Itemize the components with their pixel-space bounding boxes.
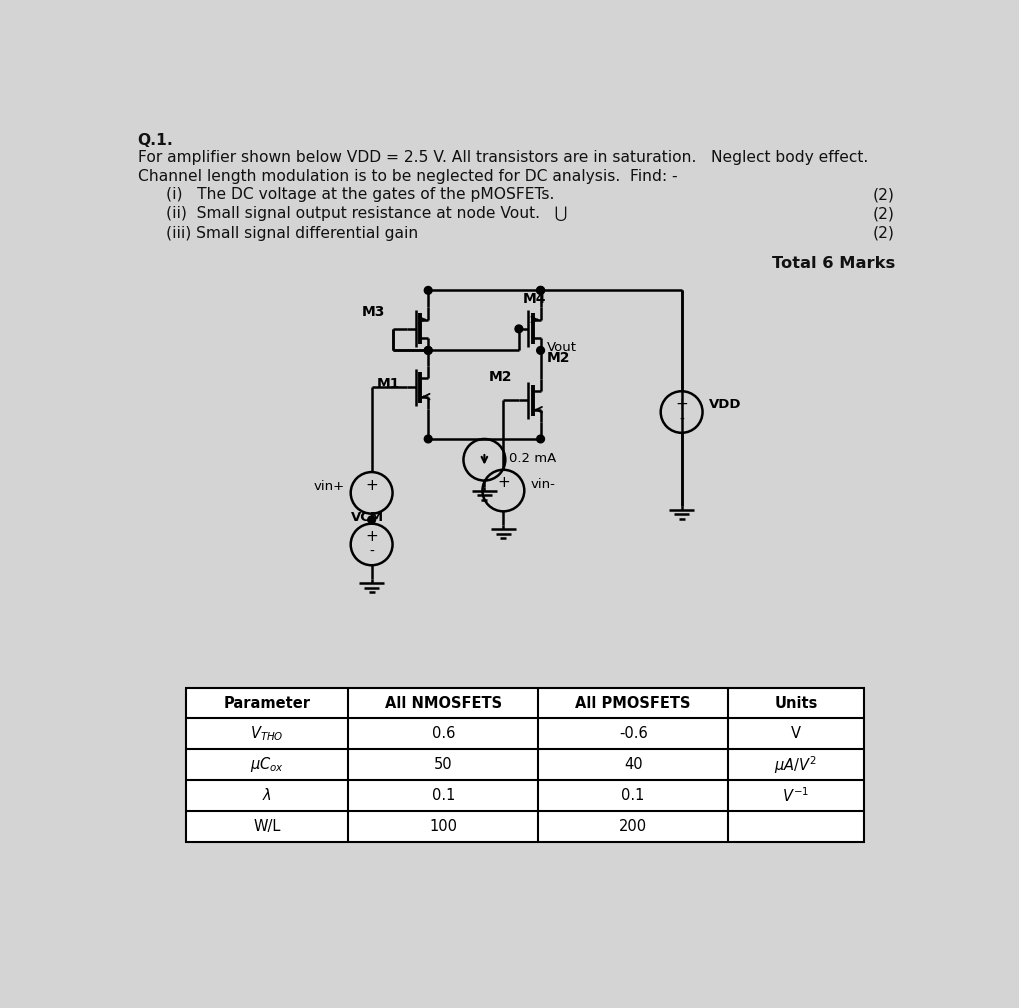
Text: 200: 200	[619, 818, 647, 834]
Text: +: +	[365, 529, 378, 544]
Circle shape	[424, 286, 432, 294]
Text: (2): (2)	[872, 187, 894, 203]
Text: All PMOSFETS: All PMOSFETS	[575, 696, 690, 711]
Circle shape	[536, 286, 544, 294]
Text: 100: 100	[429, 818, 457, 834]
Text: 0.1: 0.1	[621, 788, 644, 803]
Text: M3: M3	[361, 305, 384, 319]
Bar	[185, 687, 863, 842]
Text: W/L: W/L	[253, 818, 280, 834]
Circle shape	[424, 347, 432, 354]
Text: (2): (2)	[872, 207, 894, 222]
Text: 50: 50	[433, 757, 452, 772]
Text: $\mu A/V^2$: $\mu A/V^2$	[773, 754, 816, 775]
Text: $V^{-1}$: $V^{-1}$	[782, 786, 809, 804]
Text: vin-: vin-	[530, 478, 554, 491]
Text: V: V	[790, 727, 800, 741]
Text: Vout: Vout	[546, 341, 576, 354]
Text: M4: M4	[523, 291, 546, 305]
Circle shape	[515, 325, 523, 333]
Circle shape	[536, 347, 544, 354]
Text: (iii) Small signal differential gain: (iii) Small signal differential gain	[166, 226, 418, 241]
Text: Channel length modulation is to be neglected for DC analysis.  Find: -: Channel length modulation is to be negle…	[138, 168, 677, 183]
Text: M2: M2	[489, 370, 513, 384]
Text: Units: Units	[773, 696, 817, 711]
Text: M2: M2	[546, 351, 570, 365]
Text: +: +	[365, 478, 378, 493]
Text: Q.1.: Q.1.	[138, 133, 173, 148]
Circle shape	[368, 516, 375, 524]
Text: M1: M1	[376, 377, 399, 390]
Text: Parameter: Parameter	[223, 696, 310, 711]
Text: $\mu C_{ox}$: $\mu C_{ox}$	[250, 755, 283, 774]
Text: VCM: VCM	[351, 511, 384, 524]
Text: For amplifier shown below VDD = 2.5 V. All transistors are in saturation.   Negl: For amplifier shown below VDD = 2.5 V. A…	[138, 150, 867, 165]
Text: 0.1: 0.1	[431, 788, 454, 803]
Text: VDD: VDD	[708, 398, 741, 411]
Text: vin+: vin+	[313, 480, 344, 493]
Text: All NMOSFETS: All NMOSFETS	[384, 696, 501, 711]
Circle shape	[424, 435, 432, 443]
Text: $\lambda$: $\lambda$	[262, 787, 272, 803]
Circle shape	[536, 435, 544, 443]
Text: (i)   The DC voltage at the gates of the pMOSFETs.: (i) The DC voltage at the gates of the p…	[166, 187, 554, 203]
Text: 40: 40	[624, 757, 642, 772]
Text: +: +	[675, 397, 688, 412]
Text: 0.2 mA: 0.2 mA	[508, 452, 556, 465]
Text: 0.6: 0.6	[431, 727, 454, 741]
Text: +: +	[496, 476, 510, 490]
Circle shape	[424, 347, 432, 354]
Text: -: -	[679, 412, 684, 426]
Text: (ii)  Small signal output resistance at node Vout.   ⋃: (ii) Small signal output resistance at n…	[166, 207, 567, 222]
Text: -0.6: -0.6	[619, 727, 647, 741]
Text: Total 6 Marks: Total 6 Marks	[770, 256, 894, 271]
Text: -: -	[369, 545, 374, 559]
Text: (2): (2)	[872, 226, 894, 241]
Text: $V_{THO}$: $V_{THO}$	[250, 725, 283, 743]
Circle shape	[536, 286, 544, 294]
